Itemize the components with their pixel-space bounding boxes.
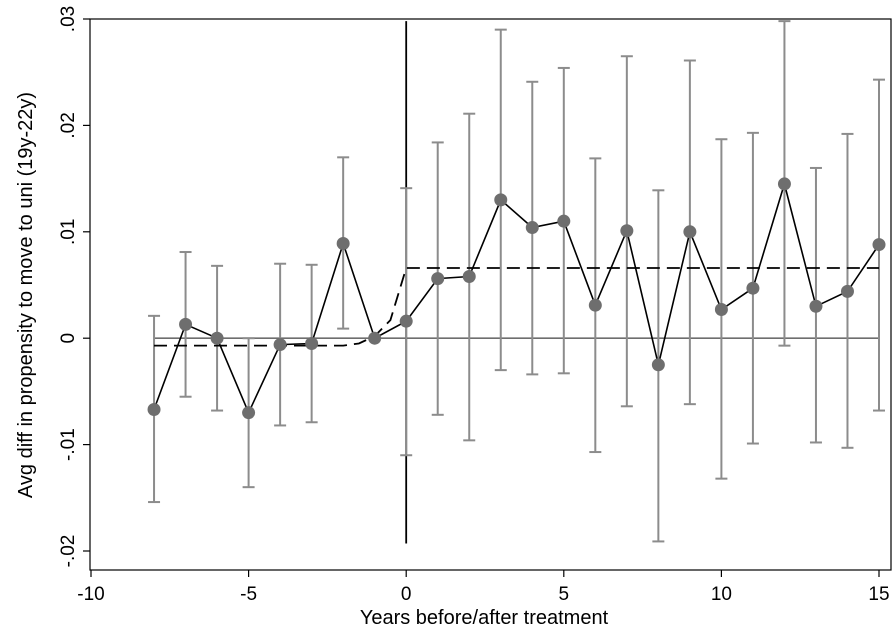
data-point bbox=[651, 358, 665, 372]
data-point bbox=[399, 314, 413, 328]
x-axis-title: Years before/after treatment bbox=[360, 607, 609, 629]
data-point bbox=[746, 281, 760, 295]
fitted-step-dashed-line bbox=[154, 267, 879, 347]
data-points bbox=[147, 177, 886, 420]
y-tick-label: .03 bbox=[58, 6, 79, 32]
x-tick-label: 0 bbox=[401, 584, 412, 605]
data-point bbox=[809, 299, 823, 313]
y-tick-label: .02 bbox=[58, 112, 79, 138]
x-tick-label: 5 bbox=[559, 584, 570, 605]
data-point bbox=[714, 302, 728, 316]
x-tick-label: -10 bbox=[77, 584, 104, 605]
data-point bbox=[525, 221, 539, 235]
data-point bbox=[494, 193, 508, 207]
data-point bbox=[840, 284, 854, 298]
data-point bbox=[872, 238, 886, 252]
error-bars bbox=[148, 20, 885, 543]
data-point bbox=[210, 331, 224, 345]
data-point bbox=[462, 269, 476, 283]
data-point bbox=[620, 224, 634, 238]
data-point bbox=[368, 331, 382, 345]
reference-lines bbox=[154, 21, 879, 544]
y-tick-label: 0 bbox=[58, 333, 79, 344]
data-point bbox=[683, 225, 697, 239]
data-point bbox=[777, 177, 791, 191]
data-point bbox=[336, 237, 350, 251]
data-point bbox=[179, 317, 193, 331]
data-point bbox=[242, 406, 256, 420]
plot-frame bbox=[89, 18, 892, 571]
data-point bbox=[147, 402, 161, 416]
y-axis-title: Avg diff in propensity to move to uni (1… bbox=[15, 92, 37, 498]
y-axis: -.02 -.01 0 .01 .02 .03 bbox=[58, 6, 90, 568]
x-tick-label: 15 bbox=[868, 584, 889, 605]
data-point bbox=[557, 214, 571, 228]
x-axis: -10 -5 0 5 10 15 bbox=[77, 570, 890, 605]
y-tick-label: .01 bbox=[58, 219, 79, 245]
x-tick-label: -5 bbox=[240, 584, 257, 605]
data-point bbox=[588, 298, 602, 312]
data-point bbox=[273, 338, 287, 352]
fitted-step-line bbox=[154, 267, 879, 347]
y-tick-label: -.02 bbox=[58, 535, 79, 568]
y-tick-label: -.01 bbox=[58, 428, 79, 461]
estimate-connecting-line bbox=[153, 180, 880, 415]
connecting-line bbox=[153, 180, 880, 415]
data-point bbox=[431, 272, 445, 286]
data-point bbox=[305, 337, 319, 351]
x-tick-label: 10 bbox=[711, 584, 732, 605]
